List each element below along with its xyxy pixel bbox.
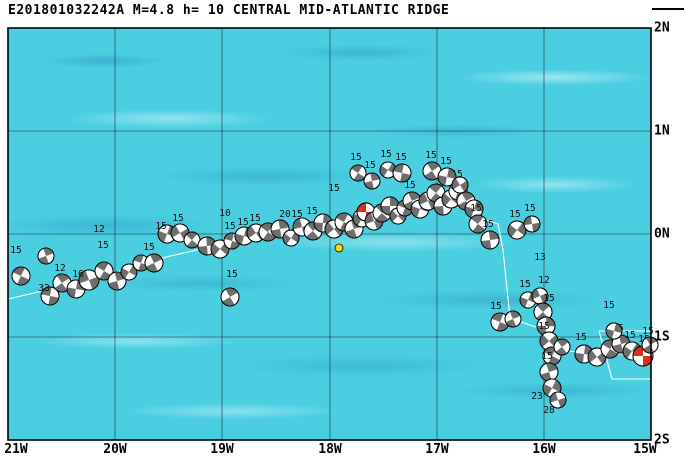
focal-mechanism bbox=[605, 322, 623, 340]
focal-mechanism bbox=[422, 161, 442, 181]
depth-label: 33 bbox=[38, 283, 49, 294]
lon-label: 19W bbox=[210, 442, 234, 457]
focal-mechanism bbox=[468, 214, 488, 234]
longitude-axis: 21W 20W 19W 18W 17W 16W 15W bbox=[0, 442, 685, 462]
depth-label: 15 bbox=[541, 351, 552, 362]
page-title: E201801032242A M=4.8 h= 10 CENTRAL MID-A… bbox=[8, 3, 450, 18]
focal-mechanism bbox=[504, 310, 522, 328]
depth-label: 12 bbox=[93, 224, 104, 235]
focal-mechanism bbox=[132, 254, 150, 272]
depth-label: 15 bbox=[97, 240, 108, 251]
depth-label: 10 bbox=[219, 208, 231, 219]
focal-mechanism bbox=[549, 391, 567, 409]
lon-label: 15W bbox=[633, 442, 657, 457]
focal-mechanism bbox=[392, 163, 412, 183]
focal-mechanism bbox=[451, 176, 469, 194]
latitude-axis: 2N 1N 0N 1S 2S bbox=[654, 0, 684, 475]
epicenter-dot bbox=[334, 243, 344, 253]
depth-label: 15 bbox=[395, 152, 406, 163]
depth-label: 15 bbox=[249, 213, 260, 224]
depth-label: 15 bbox=[440, 156, 451, 167]
depth-label: 15 bbox=[509, 209, 520, 220]
focal-mechanism bbox=[144, 253, 164, 273]
depth-label: 16 bbox=[72, 269, 84, 280]
lat-label: 2N bbox=[654, 20, 670, 36]
depth-label: 12 bbox=[538, 275, 549, 286]
lon-label: 16W bbox=[532, 442, 556, 457]
depth-label: 15 bbox=[642, 326, 653, 337]
focal-mechanism bbox=[11, 266, 31, 286]
focal-mechanism bbox=[480, 230, 500, 250]
depth-label: 12 bbox=[54, 263, 65, 274]
depth-label: 15 bbox=[603, 300, 614, 311]
depth-label: 15 bbox=[237, 217, 248, 228]
depth-label: 15 bbox=[425, 150, 436, 161]
lat-label: 2S bbox=[654, 432, 670, 448]
lat-label: 1N bbox=[654, 123, 670, 139]
depth-label: 15 bbox=[364, 160, 375, 171]
depth-label: 15 bbox=[224, 221, 235, 232]
focal-mechanism bbox=[220, 287, 240, 307]
depth-label: 15 bbox=[451, 169, 462, 180]
depth-label: 15 bbox=[575, 332, 586, 343]
depth-label: 20 bbox=[279, 209, 291, 220]
depth-label: 15 bbox=[538, 321, 549, 332]
focal-mechanism bbox=[464, 199, 484, 219]
depth-label: 28 bbox=[543, 405, 555, 416]
lon-label: 20W bbox=[103, 442, 127, 457]
depth-label: 15 bbox=[482, 219, 493, 230]
depth-label: 15 bbox=[543, 293, 554, 304]
depth-label: 15 bbox=[624, 330, 635, 341]
depth-label: 15 bbox=[10, 245, 21, 256]
depth-label: 15 bbox=[470, 203, 481, 214]
focal-mechanism bbox=[437, 167, 457, 187]
depth-label: 15 bbox=[350, 152, 361, 163]
focal-mechanism bbox=[507, 220, 527, 240]
lon-label: 21W bbox=[4, 442, 28, 457]
depth-label: 15 bbox=[172, 213, 183, 224]
focal-mechanism bbox=[78, 269, 100, 291]
focal-mechanism bbox=[363, 172, 381, 190]
focal-mechanism bbox=[37, 247, 55, 265]
depth-label: 15 bbox=[328, 183, 339, 194]
lon-label: 18W bbox=[318, 442, 342, 457]
depth-label: 15 bbox=[524, 203, 535, 214]
focal-mechanism bbox=[183, 231, 201, 249]
depth-label: 13 bbox=[534, 252, 545, 263]
focal-mechanism bbox=[523, 215, 541, 233]
focal-mechanism bbox=[40, 286, 60, 306]
depth-label: 15 bbox=[490, 301, 501, 312]
focal-mechanism bbox=[531, 287, 549, 305]
plate-boundary-line bbox=[598, 330, 656, 380]
lat-label: 1S bbox=[654, 329, 670, 345]
depth-label: 15 bbox=[306, 206, 317, 217]
focal-mechanism bbox=[52, 273, 72, 293]
depth-label: 15 bbox=[519, 279, 530, 290]
focal-mechanism bbox=[553, 338, 571, 356]
depth-label: 15 bbox=[143, 242, 154, 253]
map-frame bbox=[7, 27, 652, 441]
depth-label: 23 bbox=[531, 391, 542, 402]
depth-label: 15 bbox=[291, 209, 302, 220]
depth-label: 15 bbox=[380, 149, 391, 160]
lon-label: 17W bbox=[425, 442, 449, 457]
depth-label: 15 bbox=[404, 180, 415, 191]
lat-label: 0N bbox=[654, 226, 670, 242]
depth-label: 15 bbox=[226, 269, 237, 280]
depth-label: 15 bbox=[155, 221, 166, 232]
